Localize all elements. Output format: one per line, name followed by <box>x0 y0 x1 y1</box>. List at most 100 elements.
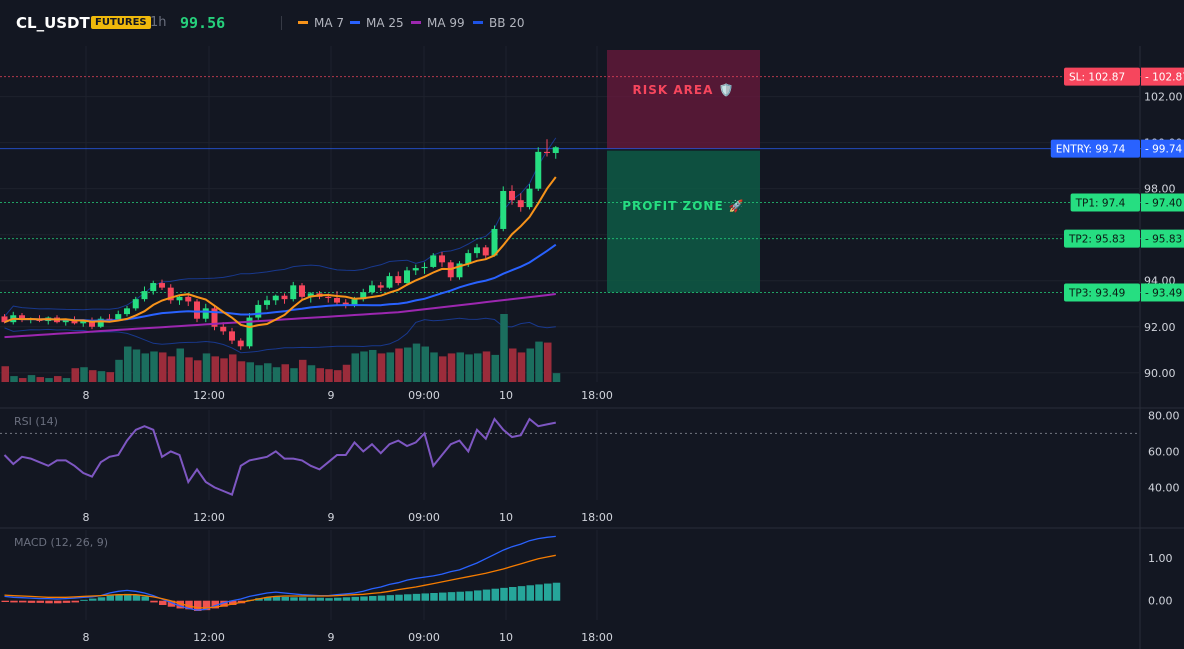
tp2-label: TP2: 95.83 <box>1068 234 1125 246</box>
macd-histogram-bar <box>526 585 534 601</box>
volume-bar <box>342 364 351 382</box>
candle-body <box>132 299 139 309</box>
tp1-value-bg <box>1141 193 1184 212</box>
volume-bar <box>220 358 228 382</box>
profit-zone <box>607 150 760 293</box>
legend-ma99[interactable]: MA 99 <box>411 16 465 30</box>
legend-bb20-label: BB 20 <box>489 16 525 30</box>
price-tick-label: 98.00 <box>1144 183 1176 196</box>
macd-histogram-bar <box>281 596 289 601</box>
timeframe-label[interactable]: 1h <box>150 15 167 30</box>
symbol-name[interactable]: CL_USDT <box>16 14 90 32</box>
macd-histogram-bar <box>176 600 184 609</box>
candle-body <box>246 317 253 347</box>
candle-body <box>552 147 559 154</box>
volume-bar <box>509 348 517 382</box>
volume-bar <box>115 359 123 382</box>
risk-zone-label: RISK AREA 🛡️ <box>633 83 735 97</box>
macd-histogram-bar <box>290 597 298 601</box>
candle-body <box>1 316 8 323</box>
volume-bar <box>255 365 263 382</box>
price-tick-label: 90.00 <box>1144 367 1176 380</box>
tp2-value-label: - 95.83 <box>1145 234 1182 246</box>
time-tick-label: 12:00 <box>193 631 225 644</box>
candle-body <box>185 296 192 302</box>
macd-histogram-bar <box>124 593 132 601</box>
volume-bar <box>106 372 114 382</box>
macd-histogram-bar <box>412 593 421 601</box>
macd-histogram-bar <box>229 600 237 605</box>
legend-ma7[interactable]: MA 7 <box>298 16 344 30</box>
candle-body <box>159 283 165 288</box>
candle-body <box>124 308 130 315</box>
volume-bar <box>27 375 36 382</box>
macd-histogram-bar <box>141 596 149 601</box>
macd-histogram-bar <box>491 588 499 601</box>
volume-bar <box>211 356 219 382</box>
macd-histogram-bar <box>71 600 79 603</box>
candle-body <box>255 304 262 318</box>
ma25-line <box>4 243 557 324</box>
time-tick-label: 8 <box>83 511 90 524</box>
entry-label-bg <box>1050 139 1140 158</box>
sl-label: SL: 102.87 <box>1069 72 1125 84</box>
risk-zone <box>607 50 760 149</box>
macd-histogram-bar <box>334 597 342 601</box>
candle-body <box>272 295 279 301</box>
legend-ma25[interactable]: MA 25 <box>350 16 404 30</box>
volume-bar <box>19 378 27 382</box>
candle-body <box>194 301 200 319</box>
tp3-value-label: - 93.49 <box>1145 287 1182 299</box>
legend-ma25-label: MA 25 <box>366 16 404 30</box>
volume-bar <box>395 348 403 382</box>
macd-histogram-bar <box>115 594 123 601</box>
rsi-line <box>3 417 557 496</box>
macd-histogram-bar <box>465 591 473 601</box>
volume-bar <box>62 378 71 382</box>
macd-histogram-bar <box>62 600 71 603</box>
macd-histogram-bar <box>211 600 219 609</box>
candle-body <box>264 300 270 305</box>
candle-body <box>299 285 305 297</box>
candle-body <box>150 283 157 292</box>
macd-histogram-bar <box>80 599 88 601</box>
volume-bar <box>10 376 18 382</box>
tp3-label: TP3: 93.49 <box>1068 287 1125 299</box>
volume-bar <box>132 349 141 382</box>
macd-histogram-bar <box>1 600 9 602</box>
time-tick-label: 9 <box>328 389 335 402</box>
candle-body <box>141 291 148 300</box>
volume-bar <box>159 352 167 382</box>
candle-body <box>395 276 402 284</box>
time-tick-label: 09:00 <box>408 389 440 402</box>
candle-body <box>404 270 410 284</box>
volume-bar <box>447 353 456 382</box>
volume-bar <box>369 349 377 382</box>
candle-body <box>386 276 393 288</box>
macd-histogram-bar <box>500 587 508 601</box>
volume-bar <box>491 354 499 382</box>
profit-zone-label: PROFIT ZONE 🚀 <box>622 199 745 213</box>
tp1-label: TP1: 97.4 <box>1075 197 1126 209</box>
macd-histogram-bar <box>220 600 228 607</box>
time-tick-label: 10 <box>499 511 513 524</box>
legend-bb20[interactable]: BB 20 <box>473 16 525 30</box>
volume-bar <box>54 376 62 382</box>
volume-bar <box>202 353 211 382</box>
candle-body <box>80 321 87 324</box>
volume-bar <box>89 370 97 382</box>
bollinger-upper-line <box>4 137 557 317</box>
macd-histogram-bar <box>404 594 412 601</box>
entry-label: ENTRY: 99.74 <box>1056 144 1126 156</box>
candle-body <box>334 298 340 303</box>
volume-bar <box>544 342 552 382</box>
volume-bar <box>421 346 429 382</box>
tp1-value-label: - 97.40 <box>1145 197 1182 209</box>
time-tick-label: 8 <box>83 631 90 644</box>
header-divider <box>281 16 282 30</box>
sl-label-bg <box>1064 67 1140 86</box>
macd-histogram-bar <box>395 594 403 601</box>
volume-bar <box>45 378 53 382</box>
macd-histogram-bar <box>307 597 316 601</box>
